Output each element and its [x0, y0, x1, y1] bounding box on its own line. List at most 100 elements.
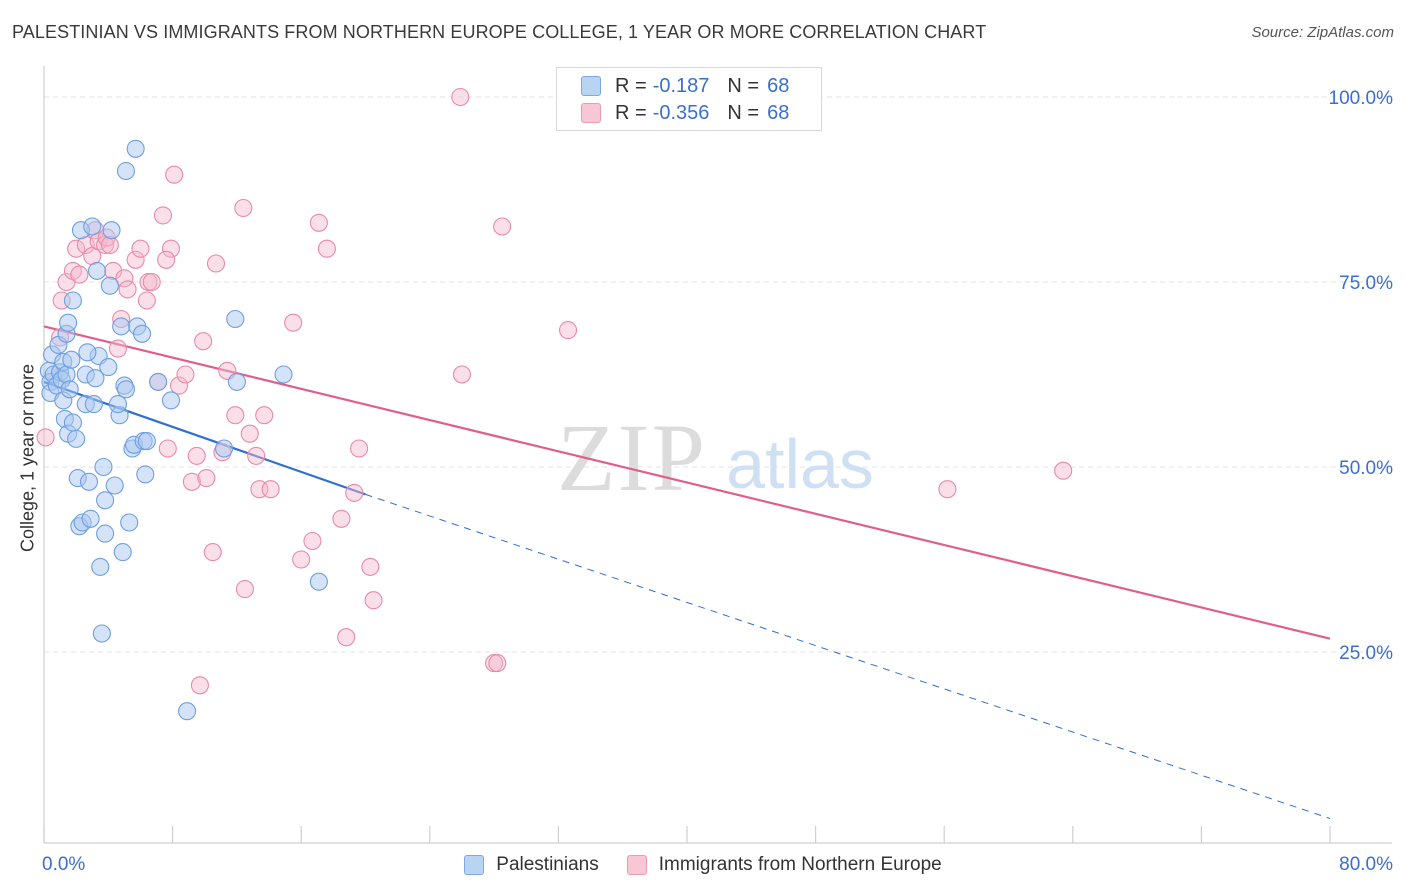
x-tick-label: 80.0% — [1339, 854, 1393, 875]
point-northern-europe — [118, 280, 137, 299]
point-northern-europe — [70, 265, 89, 284]
point-northern-europe — [157, 250, 176, 269]
point-northern-europe — [161, 239, 181, 258]
legend-n-value: 68 — [767, 74, 790, 97]
legend-r-value: -0.187 — [652, 74, 710, 97]
point-northern-europe — [158, 439, 177, 458]
x-tick-label: 0.0% — [42, 854, 85, 875]
point-palestinians — [60, 380, 79, 399]
legend-n-label: N = — [727, 74, 760, 97]
point-palestinians — [133, 324, 152, 343]
point-northern-europe — [317, 239, 336, 258]
point-palestinians — [84, 395, 103, 414]
point-northern-europe — [234, 198, 253, 218]
axes — [43, 66, 1392, 844]
watermark-atlas: atlas — [726, 425, 874, 503]
point-northern-europe — [36, 428, 55, 447]
point-northern-europe — [137, 291, 156, 310]
point-northern-europe — [153, 206, 173, 225]
trendlines — [43, 325, 1331, 819]
point-northern-europe — [203, 543, 222, 562]
point-northern-europe — [206, 254, 226, 273]
series-northern-europe-points — [36, 87, 1073, 695]
point-northern-europe — [131, 239, 150, 258]
point-palestinians — [126, 139, 145, 158]
point-northern-europe — [309, 213, 328, 232]
point-northern-europe — [350, 439, 369, 458]
point-northern-europe — [194, 332, 213, 351]
chart-title: PALESTINIAN VS IMMIGRANTS FROM NORTHERN … — [12, 22, 987, 42]
legend-r-value: -0.356 — [652, 101, 710, 124]
point-northern-europe — [255, 406, 274, 425]
point-palestinians — [62, 350, 81, 369]
point-northern-europe — [332, 509, 351, 528]
point-northern-europe — [303, 531, 322, 551]
y-tick-label: 25.0% — [1339, 643, 1393, 664]
point-northern-europe — [126, 250, 145, 269]
point-northern-europe — [451, 87, 470, 107]
point-northern-europe — [190, 676, 209, 695]
point-palestinians — [100, 276, 119, 295]
point-palestinians — [161, 391, 181, 410]
point-northern-europe — [197, 469, 216, 488]
point-northern-europe — [337, 628, 356, 647]
point-palestinians — [274, 365, 293, 384]
point-northern-europe — [115, 269, 134, 288]
point-northern-europe — [493, 217, 512, 236]
point-northern-europe — [361, 557, 380, 576]
point-northern-europe — [292, 550, 311, 569]
point-palestinians — [137, 432, 156, 451]
point-palestinians — [149, 372, 168, 391]
watermark: ZIP atlas — [557, 404, 874, 511]
point-palestinians — [113, 543, 132, 562]
point-northern-europe — [235, 580, 254, 599]
legend-r-label: R = — [615, 101, 647, 124]
point-northern-europe — [169, 376, 189, 395]
trendline-palestinians — [365, 493, 1331, 819]
point-palestinians — [63, 413, 82, 432]
point-palestinians — [136, 465, 155, 484]
point-palestinians — [91, 557, 110, 576]
point-northern-europe — [187, 446, 206, 465]
point-palestinians — [105, 476, 124, 495]
point-palestinians — [108, 395, 127, 414]
legend-item-northern-europe[interactable]: Immigrants from Northern Europe — [626, 854, 942, 876]
y-tick-label: 100.0% — [1329, 88, 1394, 109]
point-northern-europe — [364, 591, 383, 610]
point-palestinians — [92, 624, 111, 643]
point-palestinians — [214, 439, 234, 458]
y-tick-label: 75.0% — [1339, 273, 1393, 294]
source-label: Source: ZipAtlas.com — [1251, 24, 1394, 41]
legend-swatch-blue — [581, 76, 601, 96]
legend-row-northern-europe: R = -0.356 N = 68 — [581, 100, 789, 126]
legend-row-palestinians: R = -0.187 N = 68 — [581, 73, 789, 99]
legend-item-palestinians[interactable]: Palestinians — [464, 854, 599, 876]
point-northern-europe — [108, 339, 127, 358]
point-northern-europe — [67, 239, 86, 258]
point-palestinians — [94, 457, 113, 477]
point-palestinians — [67, 429, 86, 448]
legend-swatch-blue — [464, 855, 485, 875]
legend-label-northern-europe: Immigrants from Northern Europe — [658, 854, 942, 875]
point-northern-europe — [345, 483, 364, 502]
point-northern-europe — [176, 365, 195, 384]
point-palestinians — [86, 369, 105, 388]
point-palestinians — [112, 317, 131, 336]
point-northern-europe — [247, 446, 266, 465]
point-northern-europe — [558, 321, 578, 340]
legend-r-label: R = — [615, 74, 647, 97]
point-palestinians — [96, 524, 115, 543]
point-palestinians — [83, 217, 102, 236]
point-palestinians — [78, 343, 97, 362]
series-palestinians-points — [39, 139, 328, 721]
legend-n-value: 68 — [767, 101, 790, 124]
point-northern-europe — [165, 165, 184, 184]
point-palestinians — [120, 513, 139, 532]
point-palestinians — [226, 309, 245, 329]
point-palestinians — [102, 221, 121, 240]
point-northern-europe — [284, 313, 303, 332]
point-palestinians — [59, 313, 78, 332]
legend-swatch-pink — [626, 855, 647, 875]
trendline-northern-europe — [43, 325, 1331, 640]
correlation-legend: R = -0.187 N = 68 R = -0.356 N = 68 — [556, 67, 822, 131]
